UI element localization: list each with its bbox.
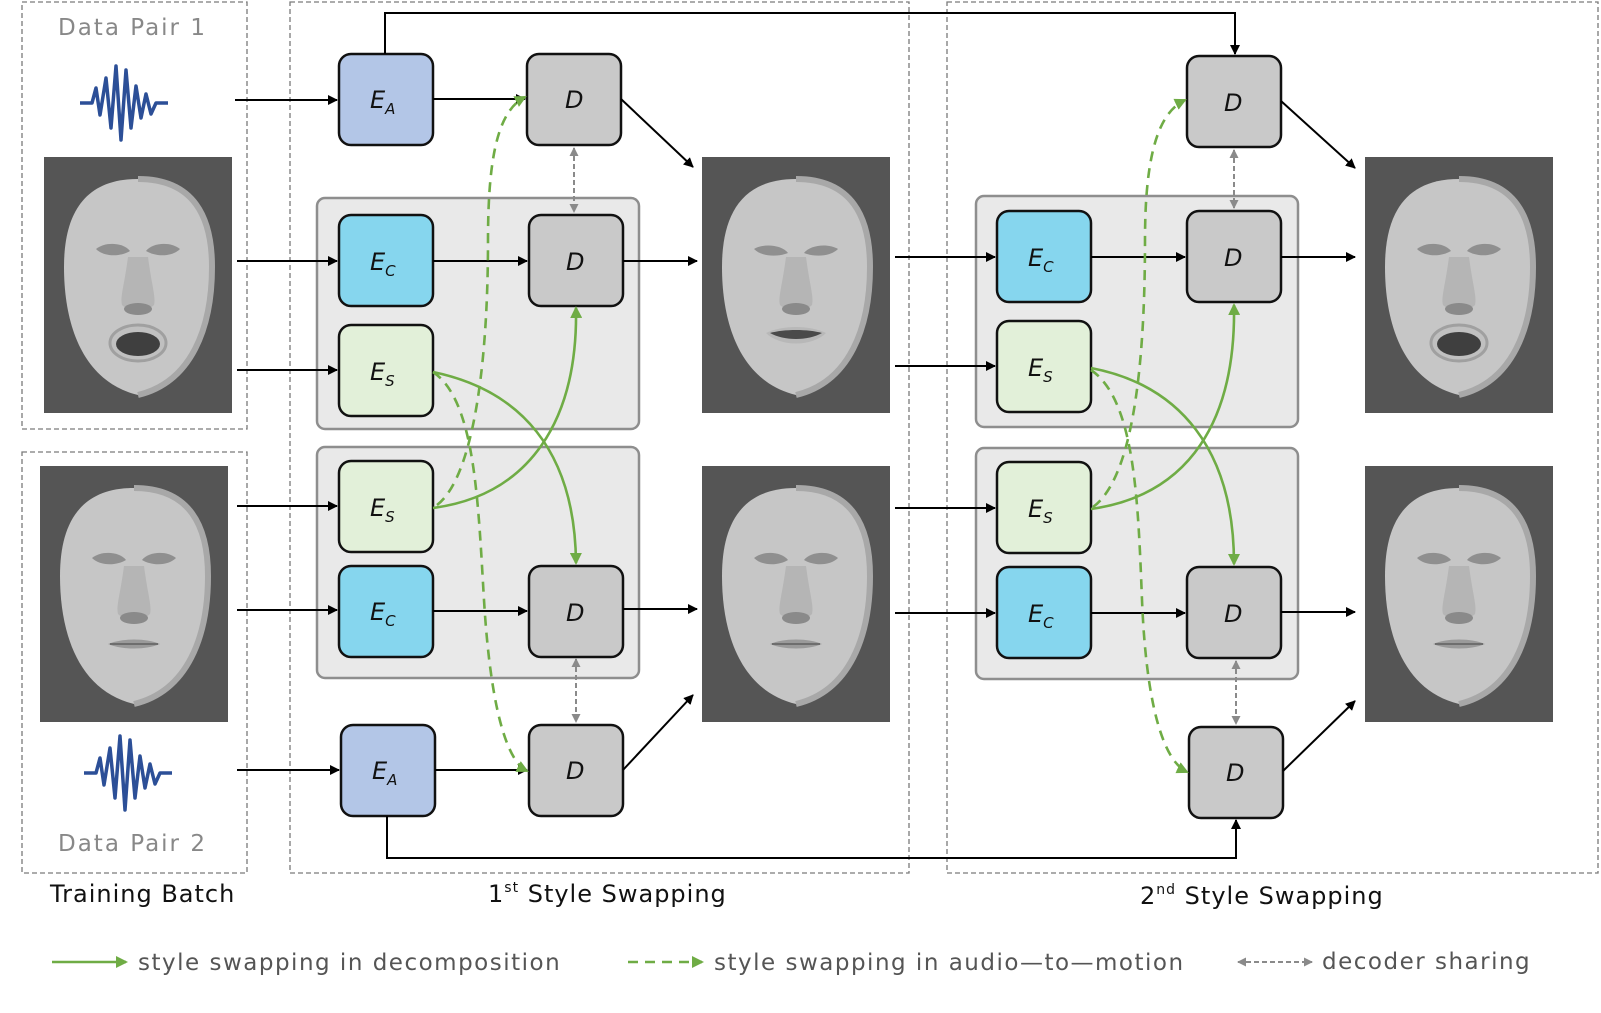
arrow — [386, 816, 1241, 859]
arrow — [384, 12, 1240, 55]
face-swapped-1a — [702, 157, 890, 413]
svg-text:D: D — [1226, 759, 1244, 787]
decoder-block: D — [1187, 725, 1285, 820]
decoder-block: D — [525, 52, 623, 147]
arrow — [622, 694, 694, 771]
audio-motion-swap-arrow — [1092, 98, 1187, 509]
legend-dashed-green-label: style swapping in audio—to—motion — [714, 950, 1185, 976]
face-output-2 — [1365, 466, 1553, 722]
decoder-block: D — [527, 564, 625, 659]
audio-wave-icon — [84, 734, 172, 812]
svg-text:EC: EC — [1028, 244, 1054, 276]
audio-encoder-block: EA — [339, 723, 437, 818]
style-swap-arrow — [1090, 303, 1241, 511]
svg-text:D: D — [1224, 89, 1242, 117]
decoder-block: D — [527, 723, 625, 818]
svg-text:EC: EC — [1028, 600, 1054, 632]
audio-motion-swap-arrow — [432, 370, 529, 773]
svg-text:D: D — [1224, 600, 1242, 628]
legend-share-label: decoder sharing — [1322, 949, 1531, 975]
arrow — [1280, 100, 1356, 169]
style-swap-arrow — [432, 306, 583, 510]
svg-text:D: D — [1224, 244, 1242, 272]
decoder-block: D — [1185, 565, 1283, 660]
face-output-1 — [1365, 157, 1553, 413]
arrow — [620, 98, 694, 168]
second-swap-box — [946, 1, 1599, 874]
data-pair-2-label: Data Pair 2 — [58, 831, 207, 857]
face-input-1 — [44, 157, 232, 413]
svg-text:D: D — [566, 599, 584, 627]
data-pair-1-label: Data Pair 1 — [58, 15, 207, 41]
svg-text:ES: ES — [370, 358, 395, 390]
face-input-2 — [40, 466, 228, 722]
content-encoder-block: EC — [995, 565, 1093, 660]
decoder-block: D — [1185, 54, 1283, 149]
training-batch-caption: Training Batch — [49, 880, 235, 908]
audio-motion-swap-arrow — [1090, 368, 1189, 774]
first-swap-caption: 1st Style Swapping — [488, 880, 727, 908]
face-swapped-1b — [702, 466, 890, 722]
content-encoder-block: EC — [337, 213, 435, 308]
legend: style swapping in decomposition style sw… — [52, 949, 1531, 976]
svg-text:EC: EC — [370, 248, 396, 280]
style-encoder-block: ES — [995, 460, 1093, 555]
content-encoder-block: EC — [337, 564, 435, 659]
second-swap-caption: 2nd Style Swapping — [1140, 882, 1384, 910]
svg-text:ES: ES — [370, 494, 395, 526]
legend-solid-green-label: style swapping in decomposition — [138, 950, 561, 976]
svg-text:EC: EC — [370, 598, 396, 630]
data-pair-1-box — [21, 1, 248, 430]
data-pair-2-box — [21, 451, 248, 874]
decoder-block: D — [1185, 209, 1283, 304]
audio-wave-icon — [80, 64, 168, 142]
first-swap-box — [289, 1, 910, 874]
decoder-block: D — [527, 213, 625, 308]
audio-encoder-block: EA — [337, 52, 435, 147]
svg-text:ES: ES — [1028, 495, 1053, 527]
style-swap-arrow — [432, 370, 582, 565]
style-encoder-block: ES — [995, 319, 1093, 414]
style-encoder-block: ES — [337, 323, 435, 418]
svg-text:ES: ES — [1028, 354, 1053, 386]
style-encoder-block: ES — [337, 459, 435, 554]
svg-text:EA: EA — [370, 86, 395, 118]
audio-motion-swap-arrow — [436, 95, 527, 507]
content-encoder-block: EC — [995, 209, 1093, 304]
svg-text:EA: EA — [372, 757, 397, 789]
style-swap-arrow — [1090, 366, 1240, 566]
svg-text:D: D — [566, 757, 584, 785]
svg-text:D: D — [565, 86, 583, 114]
svg-text:D: D — [566, 248, 584, 276]
arrow — [1282, 700, 1356, 772]
